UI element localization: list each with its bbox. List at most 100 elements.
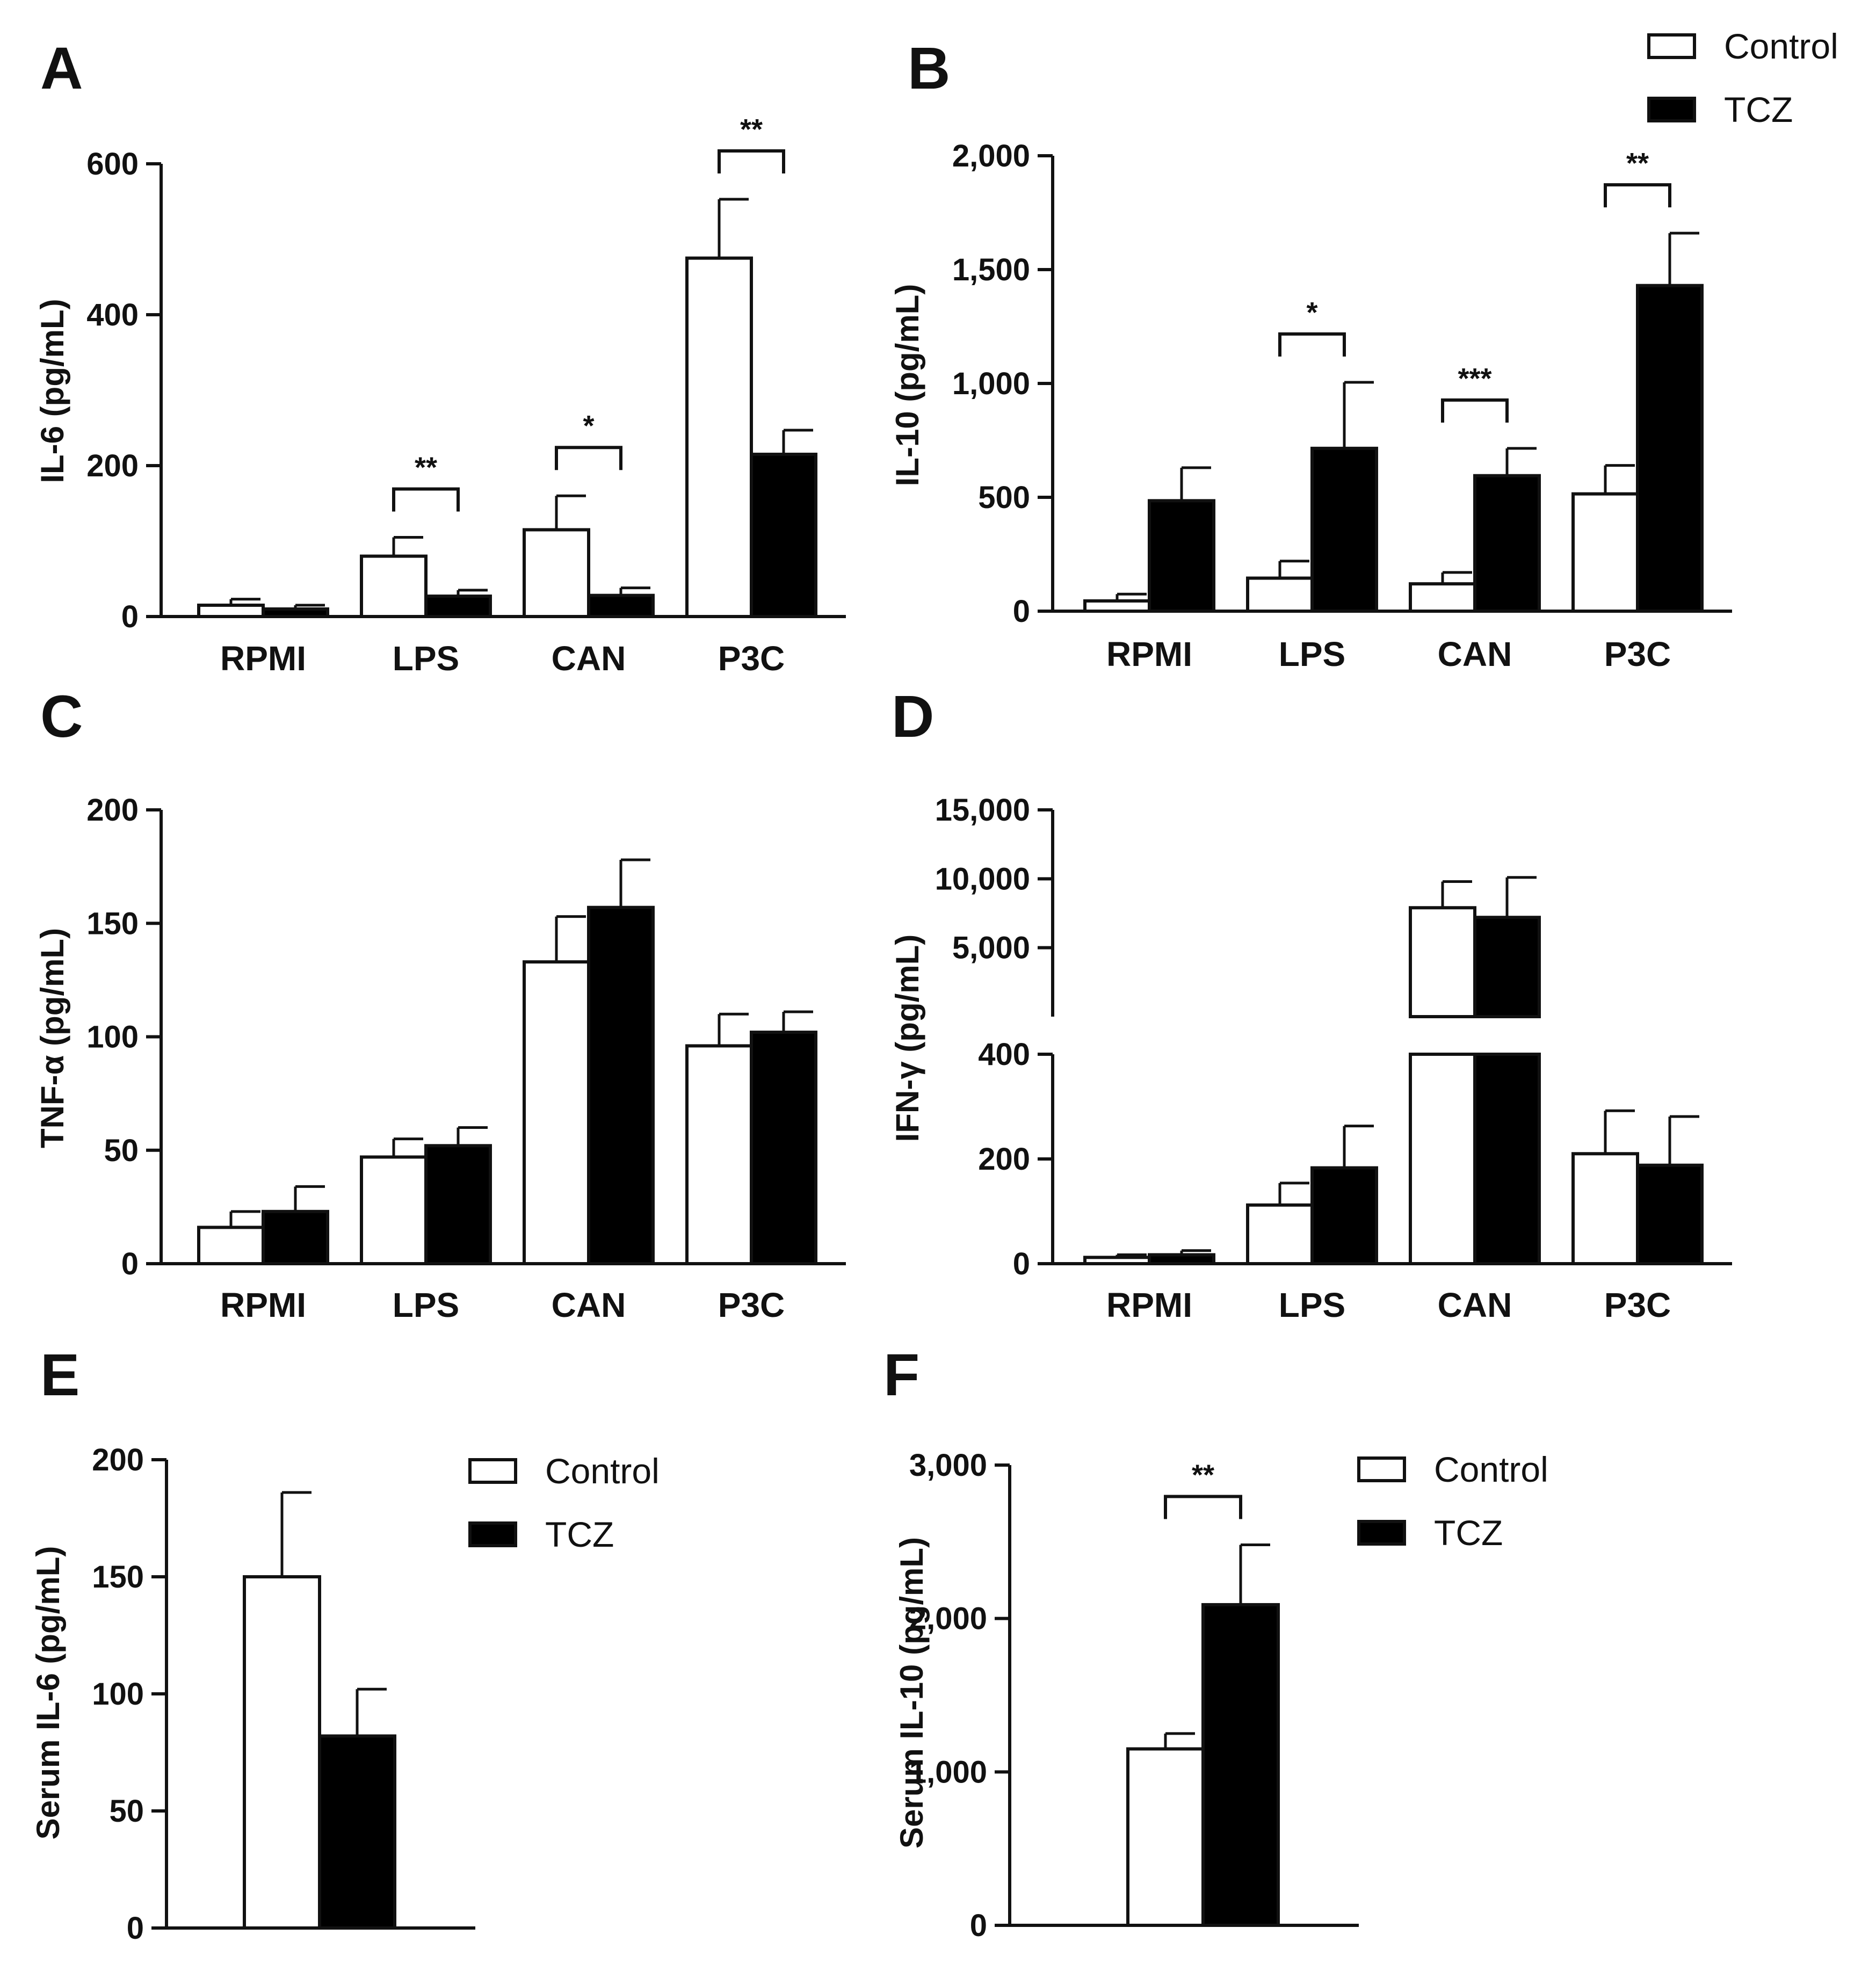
panel-c-bar-tcz-rpmi — [262, 1209, 329, 1265]
panel-d-letter: D — [892, 684, 934, 750]
panel-a-category-label-lps: LPS — [393, 639, 459, 678]
panel-f-y-tick-label: 3,000 — [909, 1448, 987, 1483]
panel-b-significance-bracket-p3c — [1604, 183, 1671, 208]
panel-d-bar-tcz-rpmi — [1148, 1253, 1215, 1266]
panel-d-y-tick-label: 15,000 — [935, 793, 1030, 828]
legend-f: Control TCZ — [1357, 1450, 1548, 1553]
legend-swatch-tcz — [1647, 97, 1696, 122]
legend-label-control: Control — [1724, 26, 1838, 66]
panel-b-y-tick-label: 1,500 — [952, 252, 1030, 287]
panel-d-bar-control-lps — [1246, 1203, 1314, 1266]
panel-b-category-label-can: CAN — [1438, 635, 1512, 673]
panel-e-y-axis-title: Serum IL-6 (pg/mL) — [30, 1546, 66, 1840]
panel-b-letter: B — [908, 35, 950, 102]
panel-a-bar-control-p3c — [685, 256, 753, 618]
panel-c-bar-control-lps — [360, 1155, 428, 1266]
panel-a-bar-control-rpmi — [197, 603, 265, 619]
panel-c-y-tick-label: 150 — [86, 906, 139, 941]
panel-a-letter: A — [40, 35, 83, 102]
panel-b-significance-label-p3c: ** — [1626, 147, 1649, 179]
panel-f-significance-label-none: ** — [1192, 1459, 1214, 1491]
panel-d-bar-tcz-can-upper — [1473, 916, 1541, 1018]
panel-a-y-tick-label: 600 — [86, 147, 139, 182]
legend-e: Control TCZ — [468, 1451, 660, 1554]
panel-f-significance-bracket-none — [1164, 1495, 1242, 1519]
panel-c-category-label-can: CAN — [552, 1286, 626, 1324]
panel-d-y-tick-label: 5,000 — [952, 931, 1030, 966]
panel-f-bar-control-none — [1126, 1747, 1205, 1927]
panel-e-letter: E — [40, 1342, 79, 1408]
panel-d-y-axis-title: IFN-γ (pg/mL) — [889, 934, 925, 1142]
panel-d-category-label-can: CAN — [1438, 1286, 1512, 1324]
panel-e-bar-control-none — [243, 1575, 321, 1930]
panel-a-bar-control-can — [523, 528, 590, 618]
panel-b-significance-label-can: *** — [1458, 363, 1491, 395]
panel-a-y-tick-label: 200 — [86, 448, 139, 483]
panel-b-y-tick-label: 500 — [978, 480, 1030, 515]
panel-e-y-tick-label: 0 — [127, 1911, 144, 1946]
panel-c-bar-control-can — [523, 960, 590, 1265]
legend-swatch-tcz — [468, 1521, 517, 1547]
legend-b: Control TCZ — [1647, 26, 1838, 129]
panel-a-bar-control-lps — [360, 554, 428, 618]
panel-d-category-label-p3c: P3C — [1604, 1286, 1671, 1324]
panel-a-significance-bracket-lps — [392, 487, 460, 512]
panel-b-y-tick-label: 2,000 — [952, 139, 1030, 173]
panel-b-bar-tcz-can — [1473, 474, 1541, 613]
panel-a-significance-label-can: * — [583, 410, 594, 442]
panel-b-y-tick-label: 1,000 — [952, 366, 1030, 401]
panel-c-bar-tcz-p3c — [750, 1031, 817, 1266]
panel-c-bar-control-rpmi — [197, 1226, 265, 1265]
panel-f-y-tick-label: 1,000 — [909, 1755, 987, 1789]
panel-d-bar-tcz-can-lower — [1473, 1053, 1541, 1265]
legend-swatch-tcz — [1357, 1520, 1406, 1546]
panel-b-significance-label-lps: * — [1306, 296, 1317, 329]
panel-b-bar-tcz-p3c — [1636, 284, 1704, 613]
panel-c-letter: C — [40, 684, 83, 750]
panel-d-category-label-lps: LPS — [1279, 1286, 1345, 1324]
panel-d-bar-tcz-lps — [1310, 1166, 1378, 1265]
panel-a-category-label-rpmi: RPMI — [220, 639, 306, 678]
panel-d-y-tick-label: 0 — [1013, 1246, 1030, 1281]
panel-b-bar-tcz-rpmi — [1148, 499, 1215, 613]
panel-b-bar-control-rpmi — [1083, 599, 1151, 613]
panel-f: F 0 1,000 2,000 3,000 Serum IL-10 (pg/mL) ** — [883, 1342, 1359, 1943]
panel-d: D 0 200 400 5,000 10,000 15,000 IFN-γ (pg/mL) RP… — [889, 684, 1732, 1324]
panel-c-y-tick-label: 100 — [86, 1020, 139, 1055]
panel-f-y-axis-title: Serum IL-10 (pg/mL) — [894, 1537, 930, 1849]
panel-a: A 0 200 400 600 IL-6 (pg/mL) RPMI LPS ** CAN * P3C *… — [34, 35, 846, 678]
panel-f-y-tick-label: 2,000 — [909, 1601, 987, 1636]
panel-f-y-tick-label: 0 — [970, 1908, 987, 1943]
legend-label-control: Control — [545, 1451, 660, 1491]
panel-c-y-axis-title: TNF-α (pg/mL) — [34, 928, 70, 1148]
panel-a-y-tick-label: 400 — [86, 298, 139, 332]
panel-b-category-label-lps: LPS — [1279, 635, 1345, 673]
legend-label-tcz: TCZ — [1434, 1513, 1503, 1553]
panel-d-bar-control-can-upper — [1409, 906, 1476, 1018]
panel-d-y-tick-label: 200 — [978, 1142, 1030, 1177]
panel-a-bar-tcz-can — [587, 593, 655, 619]
panel-a-significance-bracket-can — [555, 446, 622, 470]
panel-b-bar-control-lps — [1246, 576, 1314, 613]
panel-b-bar-tcz-lps — [1310, 446, 1378, 613]
panel-b-bar-control-can — [1409, 582, 1476, 613]
panel-e-y-tick-label: 200 — [92, 1443, 144, 1477]
panel-a-y-axis-title: IL-6 (pg/mL) — [34, 299, 70, 483]
panel-a-significance-bracket-p3c — [718, 149, 785, 174]
panel-a-y-tick-label: 0 — [121, 599, 139, 634]
panel-b-bar-control-p3c — [1571, 492, 1639, 613]
panel-b-significance-bracket-lps — [1278, 332, 1346, 357]
panel-a-significance-label-lps: ** — [415, 451, 437, 483]
panel-c-y-tick-label: 50 — [104, 1133, 139, 1168]
panel-c-bar-control-p3c — [685, 1044, 753, 1266]
panel-d-y-tick-label: 10,000 — [935, 861, 1030, 896]
panel-a-bar-tcz-lps — [424, 595, 492, 618]
panel-c-bar-tcz-can — [587, 905, 655, 1266]
panel-a-bar-tcz-p3c — [750, 452, 817, 618]
legend-swatch-control — [1357, 1456, 1406, 1482]
legend-swatch-control — [1647, 33, 1696, 59]
panel-d-bar-control-rpmi — [1083, 1256, 1151, 1266]
panel-b-category-label-p3c: P3C — [1604, 635, 1671, 673]
panel-c-category-label-lps: LPS — [393, 1286, 459, 1324]
